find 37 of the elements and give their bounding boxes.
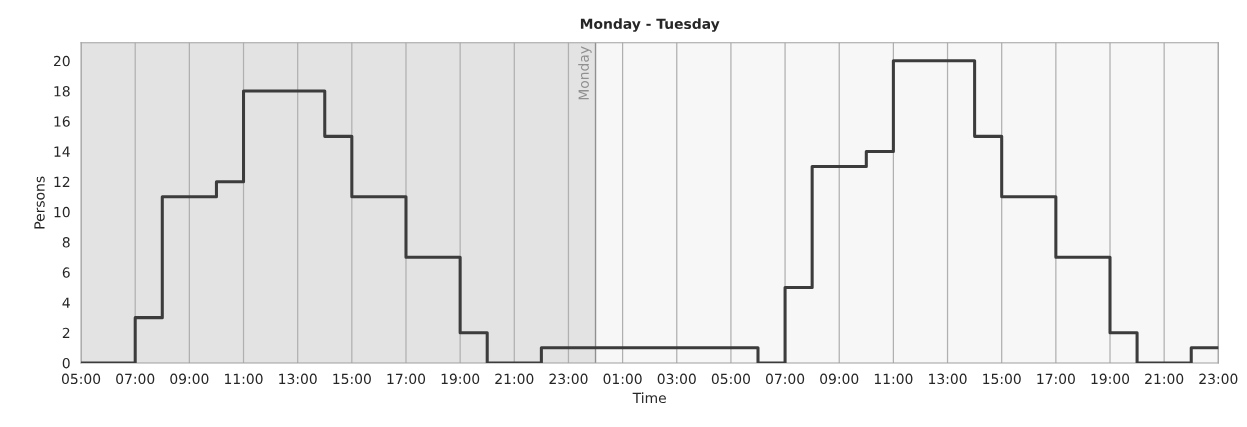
x-tick-label: 05:00: [61, 373, 101, 385]
y-tick-label: 4: [62, 297, 70, 308]
x-tick-label: 17:00: [387, 373, 426, 385]
x-tick-label: 23:00: [1199, 373, 1238, 385]
y-tick-label: 12: [54, 176, 70, 187]
x-tick-label: 07:00: [116, 373, 155, 385]
x-tick-label: 11:00: [225, 373, 263, 385]
y-tick-label: 0: [62, 357, 70, 369]
x-tick-label: 11:00: [874, 373, 913, 385]
x-tick-label: 17:00: [1037, 373, 1075, 385]
x-tick-label: 21:00: [1145, 373, 1184, 385]
x-tick-label: 03:00: [657, 373, 696, 385]
x-tick-label: 19:00: [1091, 373, 1130, 385]
ref-line-label: Monday: [578, 46, 592, 100]
x-tick-label: 21:00: [495, 373, 534, 385]
y-tick-label: 14: [54, 146, 70, 157]
x-tick-label: 07:00: [765, 373, 805, 385]
y-tick-label: 10: [54, 206, 70, 218]
x-tick-label: 19:00: [441, 373, 480, 385]
x-tick-label: 09:00: [820, 373, 859, 385]
y-axis-title: Persons: [34, 176, 45, 229]
x-tick-label: 13:00: [279, 373, 317, 385]
x-tick-label: 05:00: [711, 373, 751, 385]
y-tick-label: 8: [62, 237, 70, 248]
chart-title: Monday - Tuesday: [580, 18, 720, 32]
x-tick-label: 15:00: [983, 373, 1021, 385]
y-tick-label: 18: [54, 86, 70, 97]
y-tick-label: 2: [62, 327, 70, 339]
x-tick-label: 01:00: [603, 373, 642, 385]
x-axis-title: Time: [632, 392, 666, 404]
x-tick-label: 15:00: [333, 373, 371, 385]
x-tick-label: 23:00: [549, 373, 588, 385]
y-tick-label: 20: [53, 55, 70, 67]
y-tick-label: 16: [54, 116, 70, 127]
y-tick-label: 6: [62, 267, 70, 278]
x-tick-label: 13:00: [929, 373, 967, 385]
x-tick-label: 09:00: [170, 373, 209, 385]
